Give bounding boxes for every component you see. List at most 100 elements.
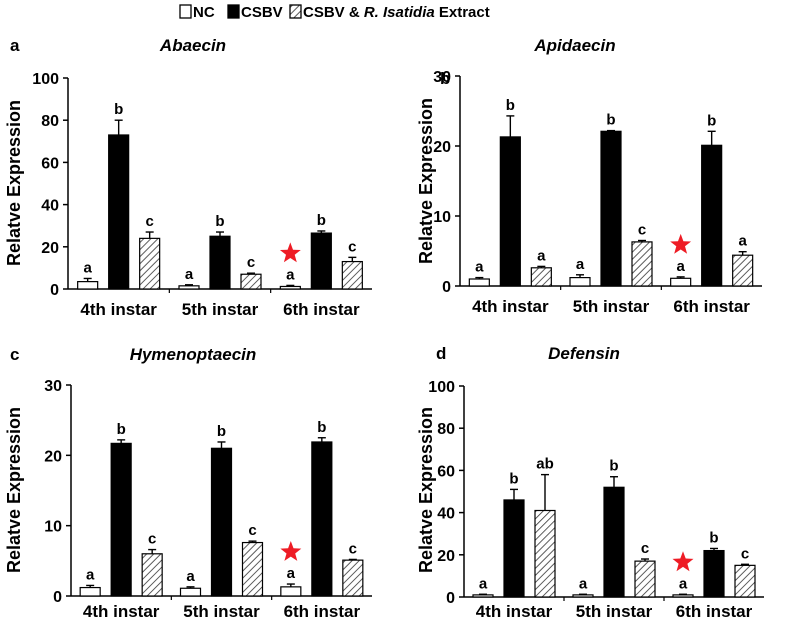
significance-letter: c <box>348 238 356 255</box>
significance-letter: b <box>317 419 326 436</box>
bar <box>631 241 653 287</box>
bar <box>499 136 521 287</box>
chart-panel-b: b Apidaecin Relatve Expression 0 10 20 30 4th i… <box>416 36 762 316</box>
star-icon <box>670 233 692 254</box>
y-axis-label: Relatve Expression <box>4 100 24 266</box>
bar <box>342 559 364 597</box>
bar <box>279 285 301 290</box>
significance-letter: a <box>186 568 195 585</box>
chart-panel-c: c Hymenoptaecin Relatve Expression 0 10 20 30 4… <box>4 345 372 621</box>
y-tick-label: 10 <box>44 519 62 536</box>
y-tick-label: 0 <box>442 279 451 296</box>
chart-title: Abaecin <box>159 36 226 55</box>
bar <box>178 285 200 290</box>
significance-letter: c <box>349 540 357 557</box>
significance-letter: b <box>217 423 226 440</box>
bar <box>701 144 723 287</box>
significance-letter: a <box>479 575 488 592</box>
bar <box>472 594 494 598</box>
x-tick-label: 5th instar <box>576 602 653 621</box>
significance-letter: a <box>738 233 747 250</box>
bar <box>310 232 332 290</box>
bar <box>108 134 130 290</box>
y-tick-label: 80 <box>41 113 59 130</box>
bar <box>732 254 754 287</box>
significance-letter: a <box>185 266 194 283</box>
bar <box>280 586 302 597</box>
y-axis-label: Relatve Expression <box>416 98 436 264</box>
panel-letter: b <box>440 69 450 88</box>
bar <box>240 273 262 290</box>
significance-letter: b <box>317 212 326 229</box>
significance-letter: a <box>475 259 484 276</box>
significance-letter: c <box>641 540 649 557</box>
legend: NC CSBV CSBV & R. Isatidia Extract <box>179 4 490 21</box>
legend-swatch-csbv <box>227 4 240 19</box>
y-tick-label: 0 <box>50 282 59 299</box>
star-icon <box>279 242 301 263</box>
x-tick-label: 6th instar <box>673 297 750 316</box>
significance-letter: c <box>741 545 749 562</box>
bar <box>603 486 625 598</box>
bar <box>77 281 99 290</box>
legend-swatch-nc <box>179 4 192 19</box>
y-tick-label: 30 <box>433 69 451 86</box>
significance-letter: a <box>286 266 295 283</box>
bar <box>141 553 163 597</box>
legend-swatch-extract <box>289 4 302 19</box>
x-tick-label: 5th instar <box>182 300 259 319</box>
significance-letter: ab <box>536 456 554 473</box>
y-tick-label: 100 <box>428 379 455 396</box>
y-tick-label: 20 <box>44 448 62 465</box>
y-tick-label: 0 <box>53 589 62 606</box>
star-icon <box>672 551 694 572</box>
x-tick-label: 5th instar <box>573 297 650 316</box>
significance-letter: a <box>287 565 296 582</box>
x-tick-label: 4th instar <box>476 602 553 621</box>
legend-label-extract: CSBV & R. Isatidia Extract <box>303 4 490 21</box>
significance-letter: c <box>638 222 646 239</box>
legend-label-nc: NC <box>193 4 215 21</box>
y-tick-label: 30 <box>44 378 62 395</box>
significance-letter: b <box>709 529 718 546</box>
significance-letter: b <box>215 213 224 230</box>
significance-letter: a <box>86 566 95 583</box>
bar <box>110 442 132 597</box>
x-tick-label: 4th instar <box>83 602 160 621</box>
bar <box>670 277 692 287</box>
x-tick-label: 6th instar <box>283 300 360 319</box>
y-tick-label: 10 <box>433 209 451 226</box>
chart-title: Hymenoptaecin <box>130 345 257 364</box>
x-tick-label: 5th instar <box>183 602 260 621</box>
bar <box>534 509 556 598</box>
significance-letter: a <box>576 256 585 273</box>
y-tick-label: 40 <box>41 198 59 215</box>
star-icon <box>280 541 302 561</box>
significance-letter: b <box>707 112 716 129</box>
y-axis-label: Relatve Expression <box>416 407 436 573</box>
bar <box>241 541 264 597</box>
bar <box>210 447 233 597</box>
significance-letter: a <box>579 575 588 592</box>
bar <box>672 594 694 598</box>
y-tick-label: 100 <box>32 71 59 88</box>
significance-letter: b <box>606 112 615 129</box>
y-tick-label: 0 <box>446 590 455 607</box>
x-tick-label: 6th instar <box>676 602 753 621</box>
significance-letter: a <box>676 258 685 275</box>
bar <box>209 235 231 290</box>
y-tick-label: 40 <box>437 506 455 523</box>
chart-title: Apidaecin <box>533 36 615 55</box>
significance-letter: a <box>83 259 92 276</box>
significance-letter: b <box>114 101 123 118</box>
chart-title: Defensin <box>548 344 620 363</box>
significance-letter: b <box>506 97 515 114</box>
panel-letter: d <box>436 344 446 363</box>
bar <box>311 441 333 597</box>
y-tick-label: 80 <box>437 421 455 438</box>
bar <box>468 278 490 287</box>
bar <box>530 267 552 287</box>
x-tick-label: 4th instar <box>80 300 157 319</box>
panel-letter: a <box>10 36 20 55</box>
